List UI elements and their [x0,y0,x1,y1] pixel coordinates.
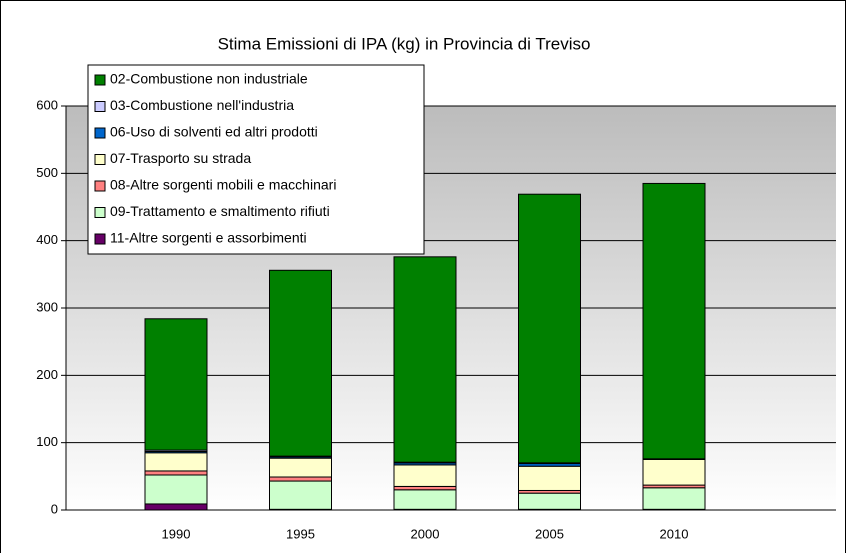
y-tick-label: 100 [36,434,58,449]
x-tick-label: 2010 [660,526,689,541]
bar-segment [393,485,457,491]
legend-swatch [94,180,106,192]
chart-title: Stima Emissioni di IPA (kg) in Provincia… [218,34,591,53]
bar-segment [269,476,332,482]
y-tick-label: 600 [36,97,58,112]
legend-swatch [94,127,106,139]
legend-swatch [94,101,106,112]
bar-segment [144,318,208,451]
x-tick-label: 2000 [411,526,440,541]
bar-segment [518,193,581,464]
legend-label: 09-Trattamento e smaltimento rifiuti [110,203,330,219]
bar-segment [144,452,208,472]
y-tick-label: 300 [36,299,58,314]
y-tick-label: 400 [36,232,58,247]
legend-label: 11-Altre sorgenti e assorbimenti [110,230,307,246]
x-tick-label: 2005 [535,526,564,541]
x-tick-label: 1990 [162,526,191,541]
bar-segment [642,182,706,460]
legend-label: 07-Trasporto su strada [110,150,251,166]
bar-segment [269,480,332,510]
legend-swatch [94,207,106,218]
x-tick-label: 1995 [286,526,315,541]
y-tick-label: 500 [36,165,58,180]
bar-segment [518,465,581,491]
bar-segment [144,470,208,476]
legend-label: 02-Combustione non industriale [110,71,308,87]
bar-segment [393,464,457,487]
bar-segment [269,457,332,478]
bar-segment [393,489,457,510]
y-tick-label: 200 [36,367,58,382]
legend-swatch [94,233,106,245]
legend-label: 06-Uso di solventi ed altri prodotti [110,124,318,140]
bar-segment [144,474,208,505]
bar-segment [144,503,208,511]
y-tick-label: 0 [51,501,58,516]
bar-segment [642,487,706,510]
legend-label: 08-Altre sorgenti mobili e macchinari [110,177,336,193]
bar-segment [518,492,581,510]
legend-label: 03-Combustione nell'industria [110,97,294,113]
legend-swatch [94,154,106,165]
bar-segment [269,269,332,457]
bar-segment [393,256,457,463]
bar-segment [642,459,706,486]
legend-box [87,64,425,255]
legend-swatch [94,74,106,86]
